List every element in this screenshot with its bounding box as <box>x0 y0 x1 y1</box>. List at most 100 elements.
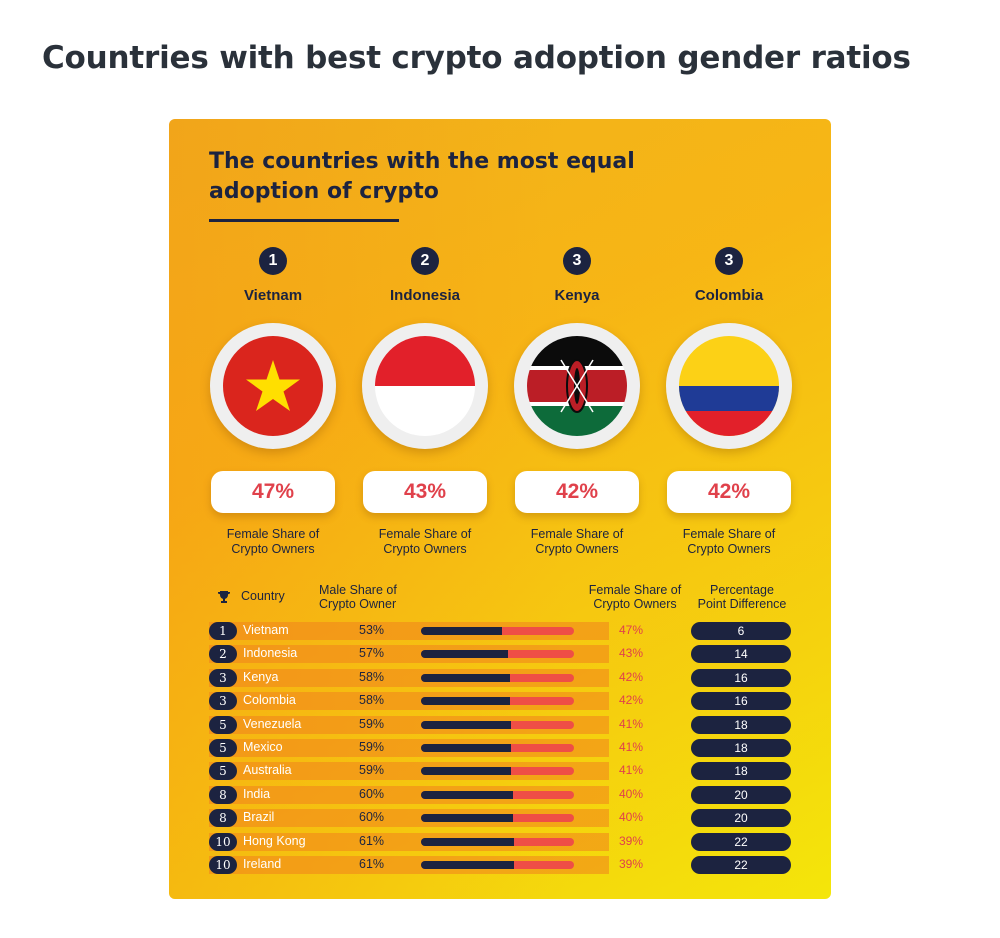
point-difference: 22 <box>691 856 791 874</box>
gender-bar-track <box>421 744 574 752</box>
podium-country-name: Vietnam <box>243 287 303 304</box>
rank-tag: 1 <box>209 622 237 640</box>
point-difference: 18 <box>691 762 791 781</box>
point-difference: 6 <box>691 622 791 640</box>
male-share: 59% <box>359 763 385 778</box>
table-row: 5 Australia 59% 41% 18 <box>209 762 791 781</box>
female-share: 41% <box>619 763 644 778</box>
male-share-bar <box>421 814 513 823</box>
table-row: 5 Mexico 59% 41% 18 <box>209 739 791 757</box>
table-row: 10 Hong Kong 61% 39% 22 <box>209 832 791 851</box>
row-band <box>209 645 609 664</box>
gender-bar-track <box>421 767 574 776</box>
male-share-bar <box>421 720 512 729</box>
female-share-caption: Female Share of Crypto Owners <box>664 527 794 557</box>
indonesia-flag-icon <box>375 336 475 436</box>
flag-ring <box>666 323 792 449</box>
header-line: Point Difference <box>697 597 787 611</box>
caption-line: Female Share of <box>378 527 472 541</box>
female-share: 41% <box>619 740 644 754</box>
gender-bar-track <box>421 627 574 635</box>
row-band <box>209 856 609 874</box>
row-band <box>209 715 609 734</box>
rank-tag: 10 <box>209 832 237 851</box>
point-difference: 18 <box>691 715 791 734</box>
header-line: Percentage <box>710 583 774 597</box>
female-share-pill: 43% <box>363 471 487 513</box>
table-row: 3 Colombia 58% 42% 16 <box>209 692 791 711</box>
row-band <box>209 762 609 781</box>
male-share: 58% <box>359 693 385 708</box>
country-name: Ireland <box>243 857 282 871</box>
rank-tag: 5 <box>209 762 237 781</box>
heading-underline <box>209 219 399 222</box>
podium-country-name: Indonesia <box>389 287 460 304</box>
female-share: 39% <box>619 833 644 848</box>
header-line: Crypto Owners <box>593 597 677 611</box>
gender-bar-track <box>421 720 574 729</box>
caption-line: Female Share of <box>530 527 624 541</box>
male-share: 59% <box>359 716 385 731</box>
rank-badge: 2 <box>411 247 439 275</box>
caption-line: Crypto Owners <box>687 542 771 556</box>
header-country: Country <box>241 589 285 603</box>
male-share: 59% <box>359 740 385 754</box>
female-share-caption: Female Share of Crypto Owners <box>512 527 642 557</box>
header-female-share: Female Share of Crypto Owners <box>577 583 693 611</box>
row-band <box>209 668 609 687</box>
rank-tag: 3 <box>209 692 237 711</box>
country-name: Venezuela <box>243 716 302 731</box>
male-share-bar <box>421 767 512 776</box>
female-share: 47% <box>619 623 644 637</box>
rank-tag: 3 <box>209 668 237 687</box>
table-row: 5 Venezuela 59% 41% 18 <box>209 715 791 734</box>
table-row: 1 Vietnam 53% 47% 6 <box>209 622 791 640</box>
country-name: Mexico <box>243 740 283 754</box>
country-name: Hong Kong <box>243 833 306 848</box>
podium-indonesia: 2 Indonesia 43% Female Share of Crypto O… <box>360 247 490 557</box>
table-row: 3 Kenya 58% 42% 16 <box>209 668 791 687</box>
female-share: 40% <box>619 810 644 825</box>
header-line: Crypto Owner <box>319 597 397 611</box>
male-share: 53% <box>359 623 385 637</box>
podium-vietnam: 1 Vietnam 47% Female Share of Crypto Own… <box>208 247 338 557</box>
rank-badge: 1 <box>259 247 287 275</box>
point-difference: 16 <box>691 668 791 687</box>
kenya-flag-icon <box>527 336 627 436</box>
male-share-bar <box>421 744 512 752</box>
male-share: 57% <box>359 646 385 661</box>
podium-country-name: Kenya <box>554 287 600 304</box>
female-share-caption: Female Share of Crypto Owners <box>208 527 338 557</box>
country-name: India <box>243 786 271 801</box>
table-row: 2 Indonesia 57% 43% 14 <box>209 645 791 664</box>
header-line: Male Share of <box>319 583 397 597</box>
row-band <box>209 739 609 757</box>
trophy-icon <box>218 591 230 603</box>
female-share-pill: 42% <box>667 471 791 513</box>
country-name: Australia <box>243 763 292 778</box>
vietnam-flag-icon <box>223 336 323 436</box>
flag-ring <box>514 323 640 449</box>
female-share-pill: 47% <box>211 471 335 513</box>
point-difference: 20 <box>691 809 791 828</box>
header-line: Female Share of <box>588 583 682 597</box>
male-share: 61% <box>359 833 385 848</box>
rank-badge: 3 <box>715 247 743 275</box>
female-share: 41% <box>619 716 644 731</box>
country-name: Indonesia <box>243 646 298 661</box>
male-share-bar <box>421 650 509 659</box>
male-share-bar <box>421 861 515 869</box>
male-share: 58% <box>359 669 385 684</box>
country-name: Colombia <box>243 693 296 708</box>
caption-line: Crypto Owners <box>231 542 315 556</box>
caption-line: Female Share of <box>682 527 776 541</box>
row-band <box>209 832 609 851</box>
podium-colombia: 3 Colombia 42% Female Share of Crypto Ow… <box>664 247 794 557</box>
female-share-caption: Female Share of Crypto Owners <box>360 527 490 557</box>
gender-bar-track <box>421 861 574 869</box>
flag-ring <box>210 323 336 449</box>
podium-country-name: Colombia <box>694 287 764 304</box>
female-share: 42% <box>619 693 644 708</box>
male-share-bar <box>421 837 515 846</box>
male-share-bar <box>421 673 510 682</box>
